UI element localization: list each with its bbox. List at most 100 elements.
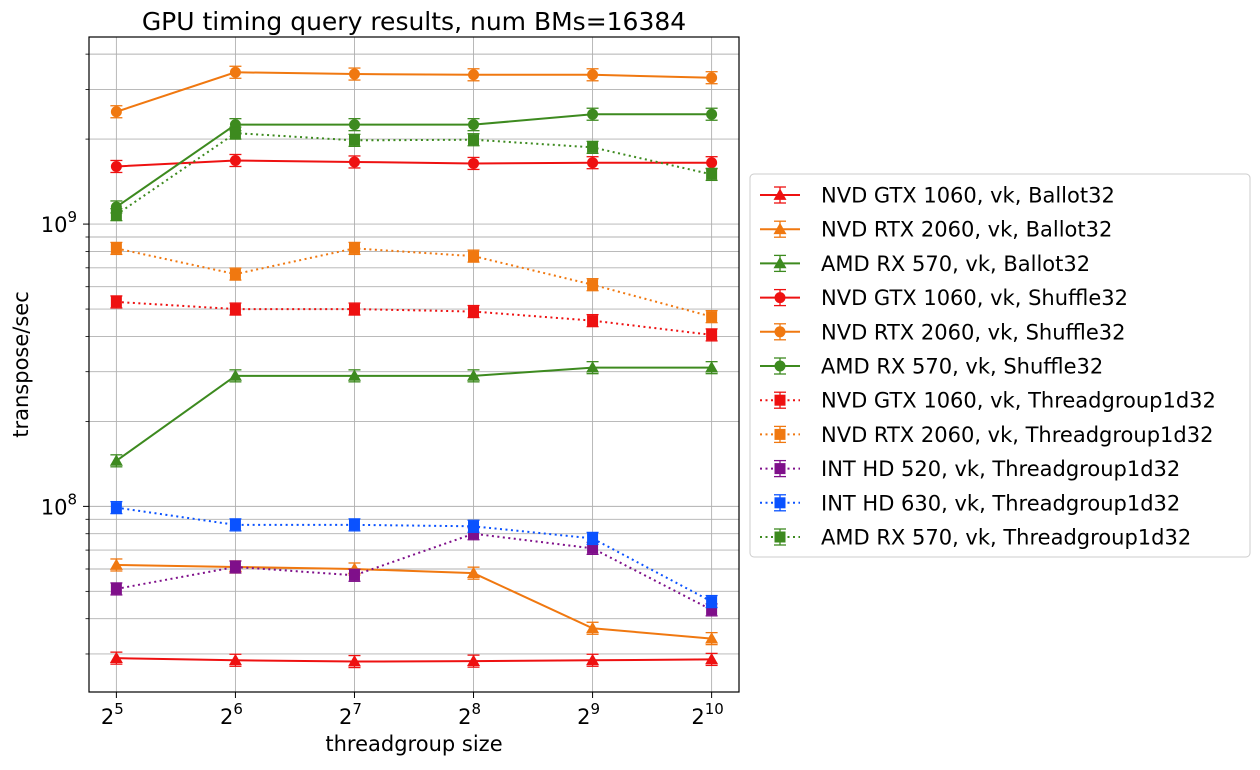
data-point [229, 127, 241, 139]
data-point [705, 361, 719, 373]
series-line [116, 563, 712, 640]
legend-entry: INT HD 630, vk, Threadgroup1d32 [760, 491, 1180, 515]
data-point [468, 528, 480, 540]
data-point [468, 250, 480, 262]
y-axis-label: transpose/sec [9, 291, 33, 438]
legend-label: NVD RTX 2060, vk, Shuffle32 [821, 320, 1126, 344]
legend-entry: NVD GTX 1060, vk, Ballot32 [760, 184, 1115, 208]
data-point [348, 68, 360, 80]
series-line [116, 657, 712, 663]
legend-entry: AMD RX 570, vk, Shuffle32 [760, 355, 1103, 379]
data-point [706, 108, 718, 120]
legend-label: NVD GTX 1060, vk, Shuffle32 [821, 286, 1128, 310]
data-point [587, 157, 599, 169]
data-point [587, 315, 599, 327]
data-point [110, 209, 122, 221]
legend-label: NVD RTX 2060, vk, Ballot32 [821, 218, 1112, 242]
legend-marker [774, 531, 786, 543]
data-point [348, 519, 360, 531]
legend-entry: NVD GTX 1060, vk, Shuffle32 [760, 286, 1128, 310]
data-point [110, 242, 122, 254]
legend-label: INT HD 520, vk, Threadgroup1d32 [821, 457, 1180, 481]
data-point [109, 454, 123, 466]
data-point [348, 569, 360, 581]
data-point [706, 157, 718, 169]
series-line [116, 506, 713, 603]
data-point [587, 108, 599, 120]
x-tick-label: 27 [339, 700, 362, 729]
legend-label: NVD RTX 2060, vk, Threadgroup1d32 [821, 423, 1213, 447]
ticks: 25 26 27 28 29 210 108 109 [41, 53, 724, 729]
data-point [468, 157, 480, 169]
data-point [229, 561, 241, 573]
legend-label: AMD RX 570, vk, Ballot32 [821, 252, 1090, 276]
data-point [229, 303, 241, 315]
data-point [110, 160, 122, 172]
data-point [586, 653, 600, 666]
legend-label: INT HD 630, vk, Threadgroup1d32 [821, 491, 1180, 515]
legend-marker [774, 497, 786, 509]
data-point [586, 361, 600, 373]
x-tick-label: 26 [220, 700, 243, 729]
series-11 [110, 126, 718, 222]
data-point [467, 654, 481, 667]
series-layer [109, 65, 719, 669]
data-point [110, 296, 122, 308]
data-point [587, 542, 599, 554]
data-point [110, 502, 122, 514]
series-line [115, 366, 712, 462]
series-1 [109, 651, 719, 669]
legend-entry: AMD RX 570, vk, Threadgroup1d32 [760, 526, 1191, 550]
data-point [348, 134, 360, 146]
legend-marker [774, 292, 786, 304]
data-point [706, 329, 718, 341]
data-point [109, 558, 123, 570]
data-point [587, 69, 599, 81]
legend-marker [773, 222, 787, 235]
data-point [706, 72, 718, 84]
data-point [468, 119, 480, 131]
data-point [348, 303, 360, 315]
data-point [587, 279, 599, 291]
data-point [228, 653, 242, 666]
y-tick-label: 108 [41, 490, 77, 519]
legend-entry: NVD RTX 2060, vk, Ballot32 [760, 218, 1112, 242]
x-tick-label: 25 [101, 700, 124, 729]
legend-entry: INT HD 520, vk, Threadgroup1d32 [760, 457, 1180, 481]
plot-frame [88, 36, 740, 693]
legend-marker [774, 428, 786, 440]
legend-marker [773, 188, 787, 200]
legend-entry: NVD RTX 2060, vk, Threadgroup1d32 [760, 423, 1213, 447]
series-line [116, 159, 712, 168]
series-line [116, 532, 713, 611]
data-point [706, 311, 718, 323]
data-point [587, 141, 599, 153]
data-point [348, 119, 360, 131]
legend-label: NVD GTX 1060, vk, Ballot32 [821, 184, 1115, 208]
data-point [110, 106, 122, 118]
data-point [229, 519, 241, 531]
data-point [110, 583, 122, 595]
data-point [229, 154, 241, 166]
data-point [348, 156, 360, 168]
data-point [706, 596, 718, 608]
data-point [347, 369, 361, 381]
legend-marker [773, 256, 787, 269]
x-axis-label: threadgroup size [325, 732, 502, 756]
series-4 [110, 153, 718, 174]
series-line [116, 71, 712, 113]
data-point [468, 520, 480, 532]
series-line [115, 113, 712, 208]
legend-marker [774, 360, 786, 372]
data-point [468, 69, 480, 81]
data-point [706, 168, 718, 180]
legend-label: AMD RX 570, vk, Threadgroup1d32 [821, 526, 1191, 550]
legend-marker [774, 326, 786, 338]
data-point [468, 306, 480, 318]
data-point [347, 655, 361, 667]
data-point [229, 268, 241, 280]
data-point [229, 66, 241, 78]
series-5 [110, 65, 718, 119]
data-point [228, 369, 242, 381]
